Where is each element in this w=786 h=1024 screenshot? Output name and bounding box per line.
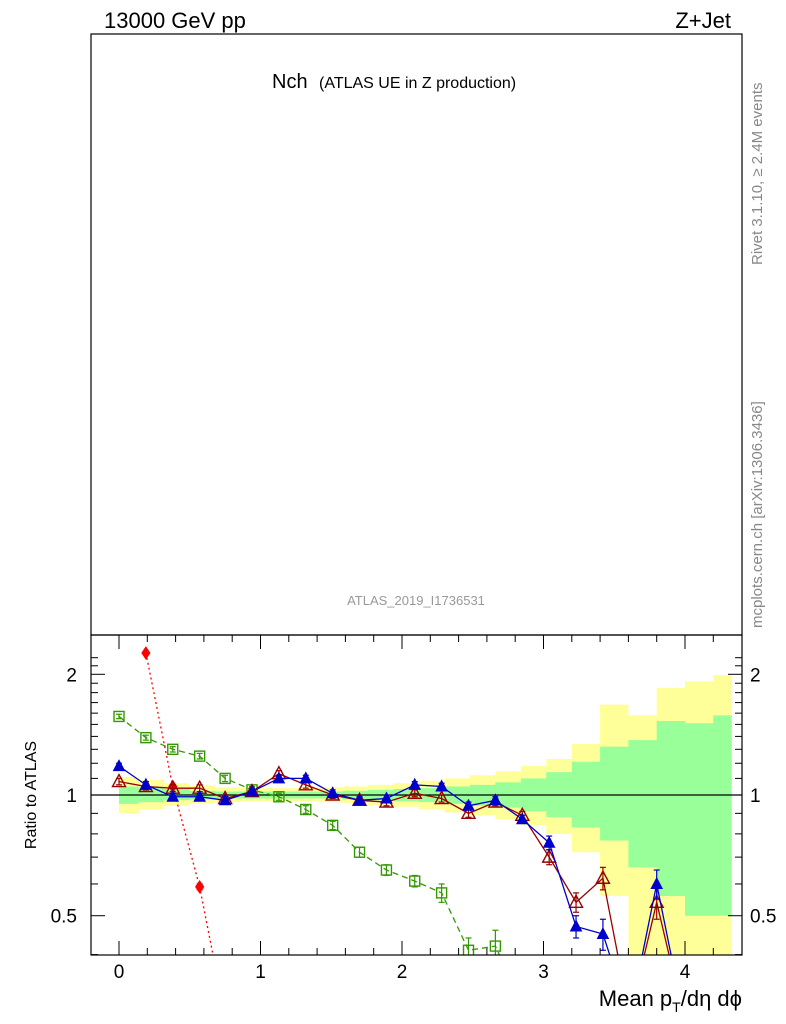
data-point — [596, 926, 610, 940]
data-point — [409, 875, 421, 887]
y-axis-label: Ratio to ATLAS — [23, 741, 40, 849]
data-point — [380, 791, 393, 804]
data-point — [489, 940, 502, 952]
series-line — [118, 715, 501, 955]
mcplots-label: mcplots.cern.ch [arXiv:1306.3436] — [749, 401, 766, 628]
y-tick-label-right: 1 — [750, 786, 761, 807]
data-point — [221, 1011, 229, 1023]
data-point — [569, 919, 583, 932]
data-point — [650, 876, 664, 889]
data-point — [623, 1010, 636, 1022]
data-point — [139, 777, 153, 790]
data-point — [195, 879, 205, 894]
data-point — [460, 804, 477, 820]
data-point — [326, 819, 339, 832]
data-point — [462, 944, 475, 955]
data-point — [167, 743, 179, 756]
data-point — [624, 1011, 635, 1022]
y-tick-label: 1 — [66, 786, 77, 807]
data-point — [141, 646, 151, 660]
axis-ticks: 0 1 2 3 4 0.5 0.5 1 1 2 2 — [51, 635, 776, 983]
data-point — [517, 1000, 527, 1010]
x-tick-label: 3 — [538, 962, 549, 983]
data-point — [353, 793, 366, 806]
data-point — [193, 789, 206, 802]
data-point — [298, 776, 314, 791]
data-point — [541, 848, 557, 863]
panel-title-main: Nch — [272, 71, 308, 93]
data-point — [435, 887, 448, 899]
series-line — [145, 652, 214, 955]
data-point — [353, 846, 366, 858]
data-point — [326, 786, 339, 799]
y-tick-label: 2 — [66, 665, 77, 686]
main-panel-frame — [90, 33, 743, 636]
data-point — [595, 869, 611, 884]
data-point — [515, 812, 529, 825]
series-filled-triangle — [112, 759, 672, 1022]
data-point — [408, 777, 422, 790]
ratio-panel-frame — [90, 634, 743, 956]
data-point — [245, 784, 259, 797]
x-tick-label: 2 — [397, 962, 408, 983]
x-tick-label: 1 — [255, 962, 266, 983]
data-point — [219, 772, 231, 785]
data-point — [407, 784, 423, 799]
data-point — [433, 790, 450, 805]
data-point — [272, 771, 286, 784]
mc-series — [111, 646, 672, 1023]
data-point — [111, 773, 127, 788]
x-label-mean: Mean p — [599, 986, 672, 1011]
y-tick-label-right: 2 — [750, 665, 761, 686]
data-point — [113, 710, 125, 723]
x-label-sub-t: T — [672, 999, 681, 1015]
panel-title-sub: (ATLAS UE in Z production) — [319, 75, 516, 92]
uncertainty-bands — [119, 675, 732, 955]
y-tick-label: 0.5 — [51, 907, 77, 928]
data-point — [568, 893, 584, 909]
data-point — [300, 803, 312, 816]
x-tick-label: 0 — [114, 962, 125, 983]
data-point — [273, 791, 285, 803]
data-point — [140, 731, 152, 744]
data-point — [166, 789, 180, 802]
process-label: Z+Jet — [675, 8, 731, 33]
x-tick-label: 4 — [680, 962, 691, 983]
series-diamond — [141, 646, 229, 1023]
green-band — [119, 715, 732, 916]
yellow-band — [119, 675, 732, 955]
data-point — [435, 779, 448, 792]
analysis-id: ATLAS_2019_I1736531 — [347, 593, 485, 608]
data-point — [380, 864, 393, 876]
energy-label: 13000 GeV pp — [104, 8, 246, 33]
series-line — [118, 765, 672, 955]
series-open-square — [113, 710, 527, 1010]
x-label-rest: /dη dϕ — [681, 986, 742, 1011]
data-point — [462, 798, 475, 811]
data-point — [193, 750, 206, 762]
series-line — [118, 772, 670, 955]
data-point — [542, 835, 556, 848]
data-point — [299, 771, 313, 784]
x-axis-label-text: Mean pT/dη dϕ — [599, 986, 742, 1015]
data-point — [489, 793, 502, 806]
rivet-version-label: Rivet 3.1.10, ≥ 2.4M events — [749, 83, 766, 266]
data-point — [112, 759, 126, 772]
y-tick-label-right: 0.5 — [750, 907, 776, 928]
x-axis-label: Mean pT/dη dϕ — [599, 986, 742, 1015]
data-point — [218, 793, 232, 806]
